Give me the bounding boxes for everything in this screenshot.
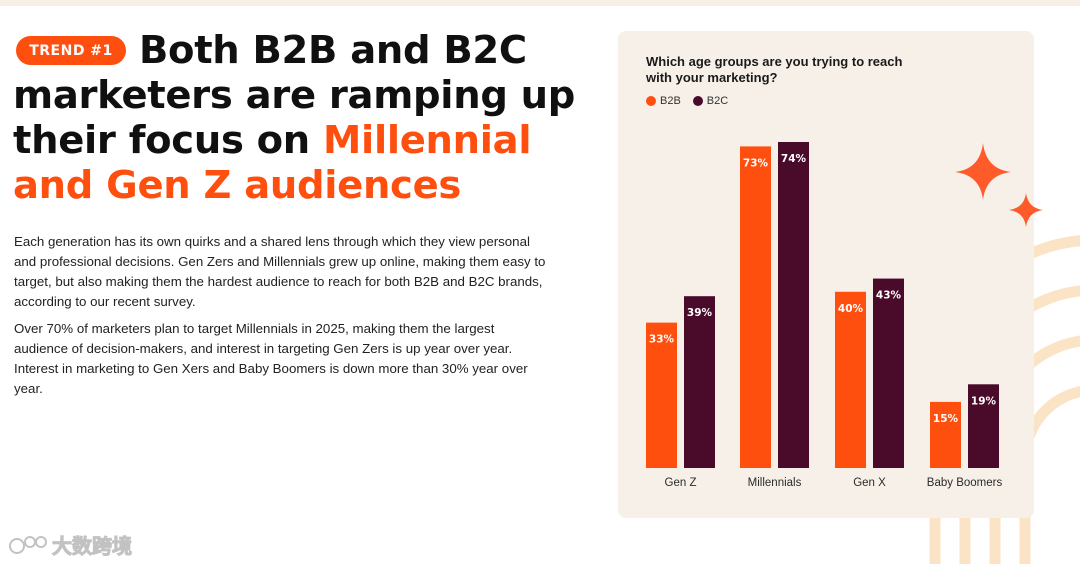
bar-b2c-baby-boomers: [968, 384, 999, 468]
data-label: 19%: [971, 395, 997, 407]
watermark: 大数跨境: [8, 530, 133, 559]
data-label: 73%: [743, 157, 769, 169]
data-label: 43%: [876, 290, 902, 302]
legend-item-b2c: B2C: [692, 95, 729, 107]
data-label: 39%: [687, 307, 713, 319]
watermark-text: 大数跨境: [52, 534, 133, 559]
category-label: Baby Boomers: [927, 477, 1003, 489]
bar-b2c-gen-z: [684, 296, 715, 468]
headline-text: Both B2B and B2C marketers are ramping u…: [13, 28, 576, 163]
chart-title: Which age groups are you trying to reach…: [646, 54, 903, 85]
top-strip: [0, 0, 1080, 6]
bar-b2c-gen-x: [873, 278, 904, 468]
bar-b2c-millennials: [778, 142, 809, 468]
legend-item-b2b: B2B: [646, 95, 681, 107]
paragraph: Over 70% of marketers plan to target Mil…: [14, 321, 528, 396]
data-label: 40%: [838, 303, 864, 315]
data-label: 33%: [649, 334, 675, 346]
trend-badge: TREND #1: [16, 36, 126, 65]
data-label: 74%: [781, 153, 807, 165]
category-label: Gen X: [853, 477, 886, 489]
category-label: Millennials: [748, 477, 802, 489]
category-label: Gen Z: [665, 477, 697, 489]
data-label: 15%: [933, 413, 959, 425]
legend-swatch-b2c: [692, 96, 703, 106]
bar-chart: 33% 39% Gen Z 73% 74% Millennials 40% 43% Gen X 1…: [646, 142, 1003, 489]
chart-legend: B2B B2C: [646, 95, 728, 107]
legend-label-b2c: B2C: [706, 95, 729, 107]
legend-label-b2b: B2B: [660, 95, 681, 107]
bar-b2b-millennials: [740, 146, 771, 468]
watermark-logo-icon: [9, 535, 47, 554]
paragraph: Each generation has its own quirks and a…: [14, 234, 546, 309]
body-text: Each generation has its own quirks and a…: [14, 232, 549, 406]
bar-b2b-gen-z: [646, 322, 677, 468]
bar-b2b-baby-boomers: [930, 401, 961, 468]
chart-card: Which age groups are you trying to reach…: [618, 31, 1034, 518]
headline: Both B2B and B2C marketers are ramping u…: [13, 28, 593, 208]
bar-b2b-gen-x: [835, 291, 866, 468]
legend-swatch-b2b: [646, 96, 656, 106]
headline-highlight: Millennial and Gen Z audiences: [13, 118, 532, 208]
